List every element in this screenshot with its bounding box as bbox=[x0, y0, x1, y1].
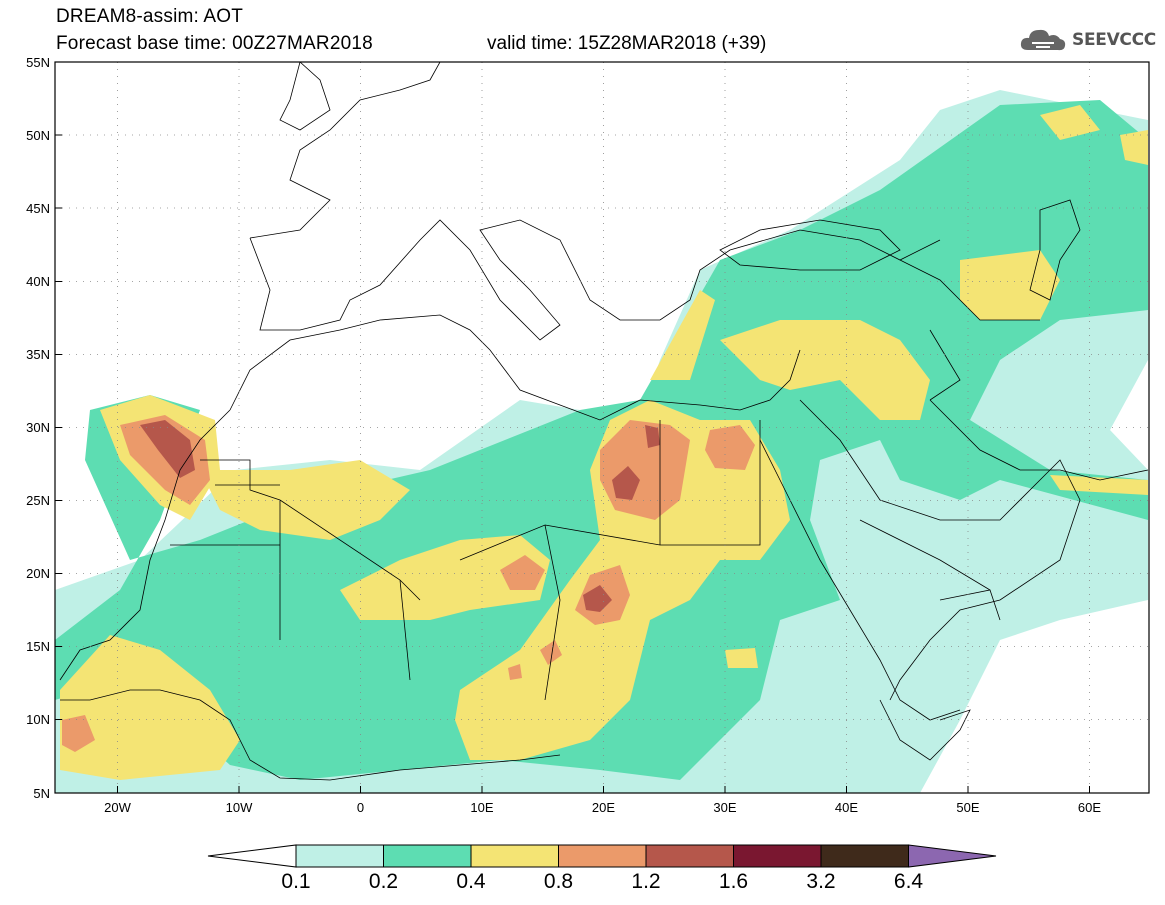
colorbar-low-arrow bbox=[207, 844, 297, 868]
lat-label: 10N bbox=[26, 712, 50, 727]
lon-label: 50E bbox=[956, 800, 979, 815]
lat-label: 35N bbox=[26, 347, 50, 362]
colorbar-swatch-1 bbox=[383, 844, 472, 868]
colorbar-swatch-0 bbox=[295, 844, 384, 868]
logo-text: SEEVCCC bbox=[1072, 30, 1156, 50]
colorbar-label: 0.8 bbox=[543, 870, 574, 893]
ticks bbox=[55, 134, 1090, 793]
graticule bbox=[55, 62, 1149, 793]
colorbar-label: 0.4 bbox=[456, 870, 486, 893]
colorbar-label: 1.6 bbox=[718, 870, 749, 893]
lon-label: 30E bbox=[713, 800, 736, 815]
lat-label: 5N bbox=[33, 786, 50, 801]
lon-label: 10W bbox=[226, 800, 253, 815]
lat-label: 55N bbox=[26, 55, 50, 70]
cloud-icon bbox=[1020, 29, 1066, 51]
lat-label: 50N bbox=[26, 128, 50, 143]
lat-label: 45N bbox=[26, 201, 50, 216]
colorbar-label: 6.4 bbox=[893, 870, 924, 893]
colorbar-label: 1.2 bbox=[631, 870, 661, 893]
lon-label: 20W bbox=[104, 800, 131, 815]
lon-label: 40E bbox=[835, 800, 858, 815]
lat-label: 20N bbox=[26, 566, 50, 581]
lat-label: 15N bbox=[26, 639, 50, 654]
valid-time: valid time: 15Z28MAR2018 (+39) bbox=[487, 33, 767, 54]
colorbar-high-arrow bbox=[908, 844, 997, 868]
colorbar bbox=[207, 844, 997, 868]
lon-labels: 20W 10W 0 10E 20E 30E 40E 50E 60E bbox=[104, 800, 1101, 815]
coastlines-borders bbox=[59, 62, 1149, 781]
lat-label: 25N bbox=[26, 493, 50, 508]
colorbar-swatch-5 bbox=[733, 844, 822, 868]
seevccc-logo: SEEVCCC bbox=[1018, 24, 1156, 56]
colorbar-label: 0.1 bbox=[281, 870, 311, 893]
colorbar-swatch-2 bbox=[470, 844, 559, 868]
base-time: Forecast base time: 00Z27MAR2018 bbox=[56, 33, 373, 54]
lat-labels: 55N 50N 45N 40N 35N 30N 25N 20N 15N 10N … bbox=[26, 55, 50, 801]
lat-label: 30N bbox=[26, 420, 50, 435]
dust-field bbox=[55, 90, 1148, 793]
colorbar-swatch-6 bbox=[820, 844, 909, 868]
colorbar-label: 3.2 bbox=[806, 870, 836, 893]
colorbar-swatch-4 bbox=[645, 844, 734, 868]
lon-label: 0 bbox=[357, 800, 364, 815]
lon-label: 60E bbox=[1078, 800, 1101, 815]
lon-label: 20E bbox=[592, 800, 615, 815]
colorbar-swatch-3 bbox=[558, 844, 647, 868]
lat-label: 40N bbox=[26, 274, 50, 289]
model-title: DREAM8-assim: AOT bbox=[56, 6, 244, 27]
colorbar-label: 0.2 bbox=[368, 870, 399, 893]
lon-label: 10E bbox=[470, 800, 493, 815]
